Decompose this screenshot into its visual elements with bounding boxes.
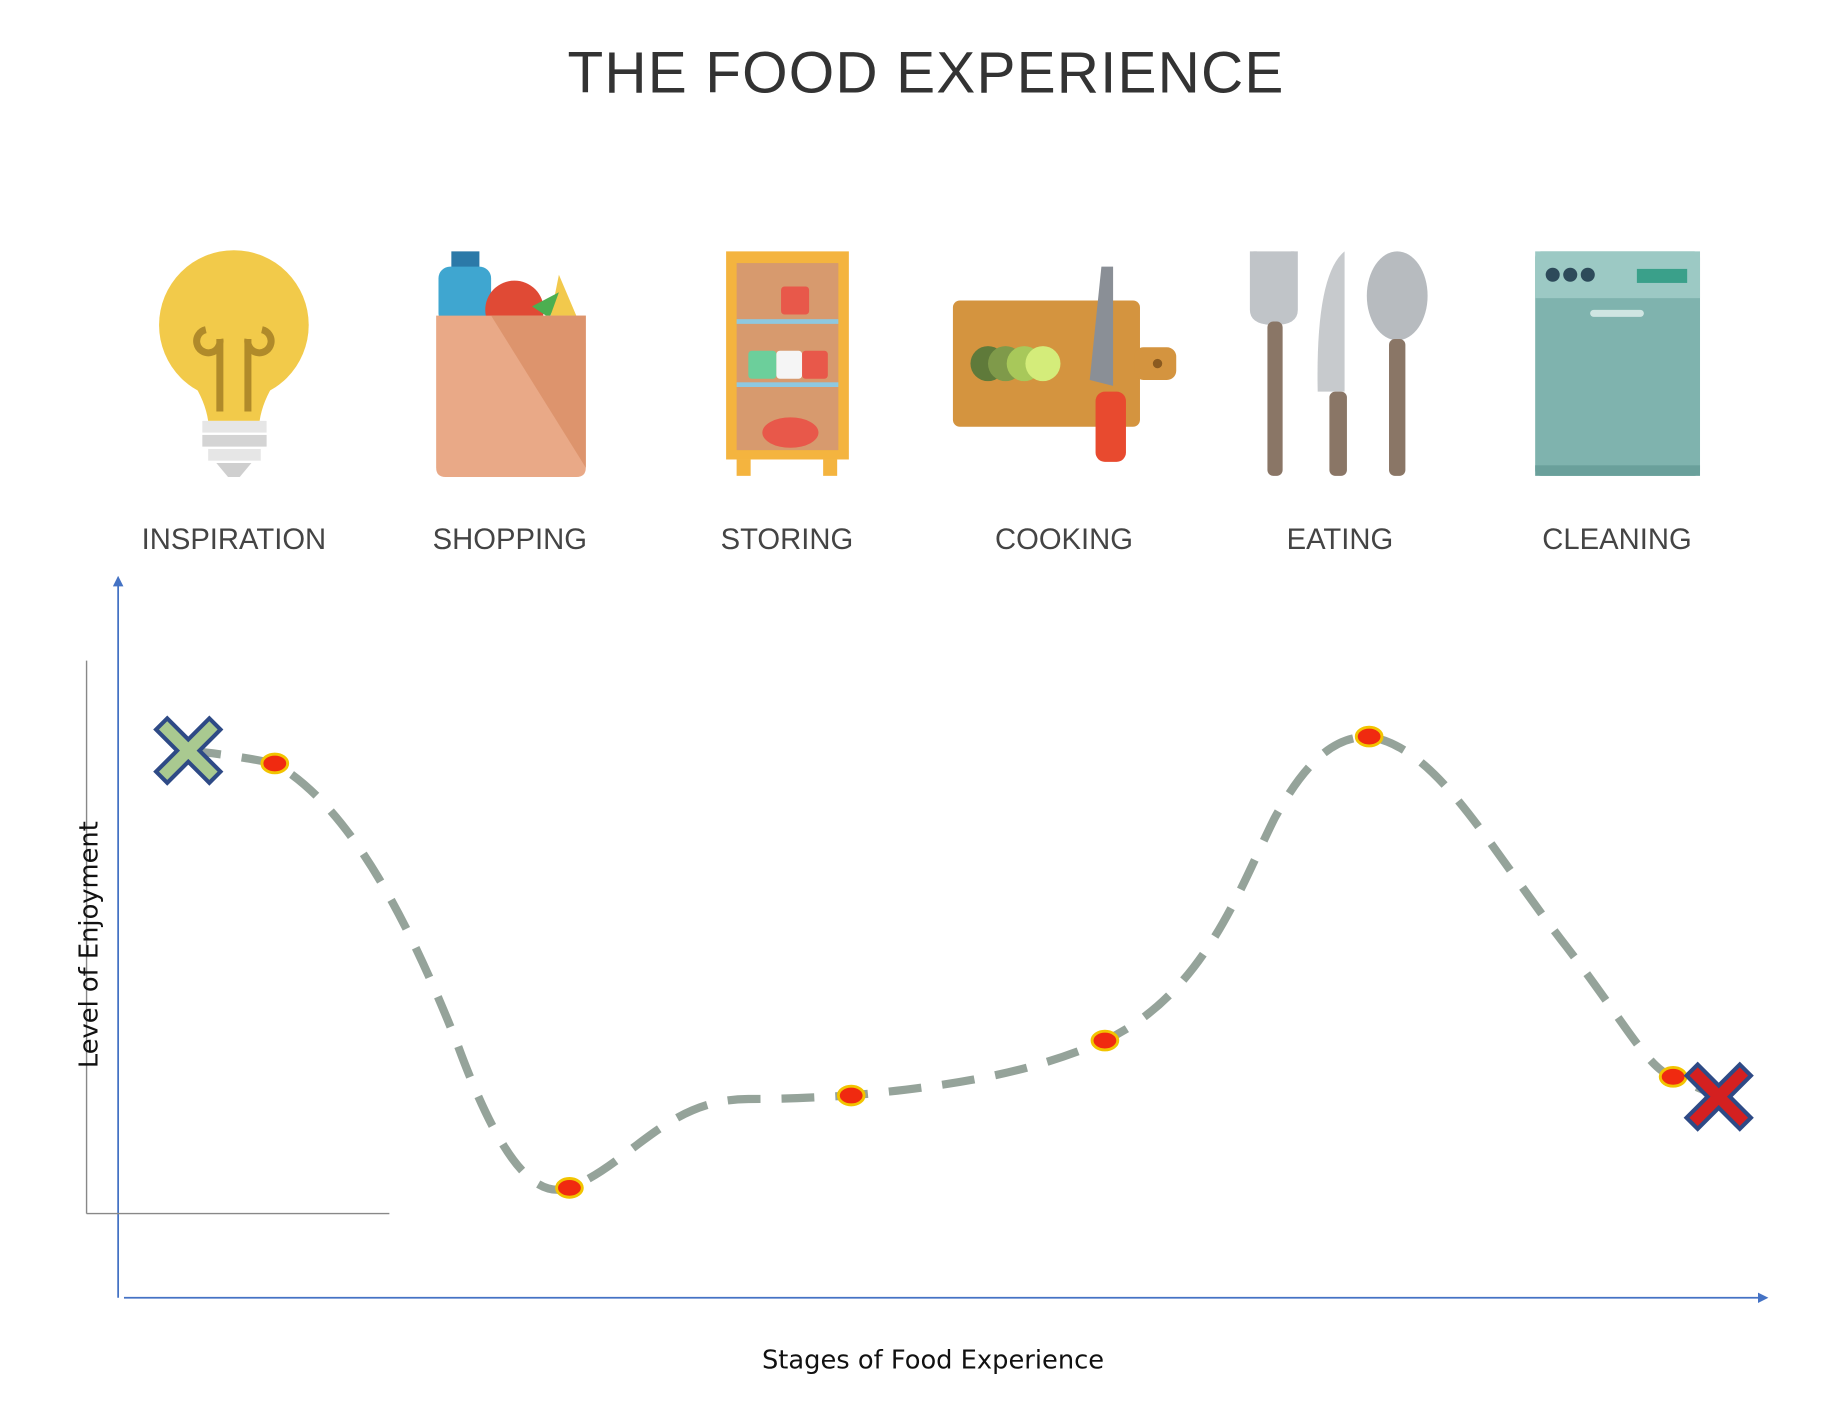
icon-cutlery [1249, 251, 1428, 476]
title: THE FOOD EXPERIENCE [567, 41, 1284, 106]
stage-label: CLEANING [1542, 524, 1691, 556]
stage-label: STORING [721, 524, 854, 556]
stage-label: EATING [1287, 524, 1394, 556]
stage-label: COOKING [995, 524, 1133, 556]
icon-cooking [952, 266, 1177, 462]
icon-cabinet [726, 251, 849, 476]
icon-dishwasher [1535, 251, 1701, 476]
x-axis-label: Stages of Food Experience [762, 1345, 1104, 1375]
stage-label: SHOPPING [433, 524, 587, 556]
icon-bulb [159, 250, 309, 478]
stage-label: INSPIRATION [142, 524, 327, 556]
journey-points [260, 725, 1688, 1199]
icon-bag [436, 251, 586, 478]
journey-curve [187, 732, 1721, 1194]
end-marker [1683, 1061, 1754, 1132]
start-marker [153, 715, 224, 786]
y-axis-label: Level of Enjoyment [75, 821, 105, 1068]
